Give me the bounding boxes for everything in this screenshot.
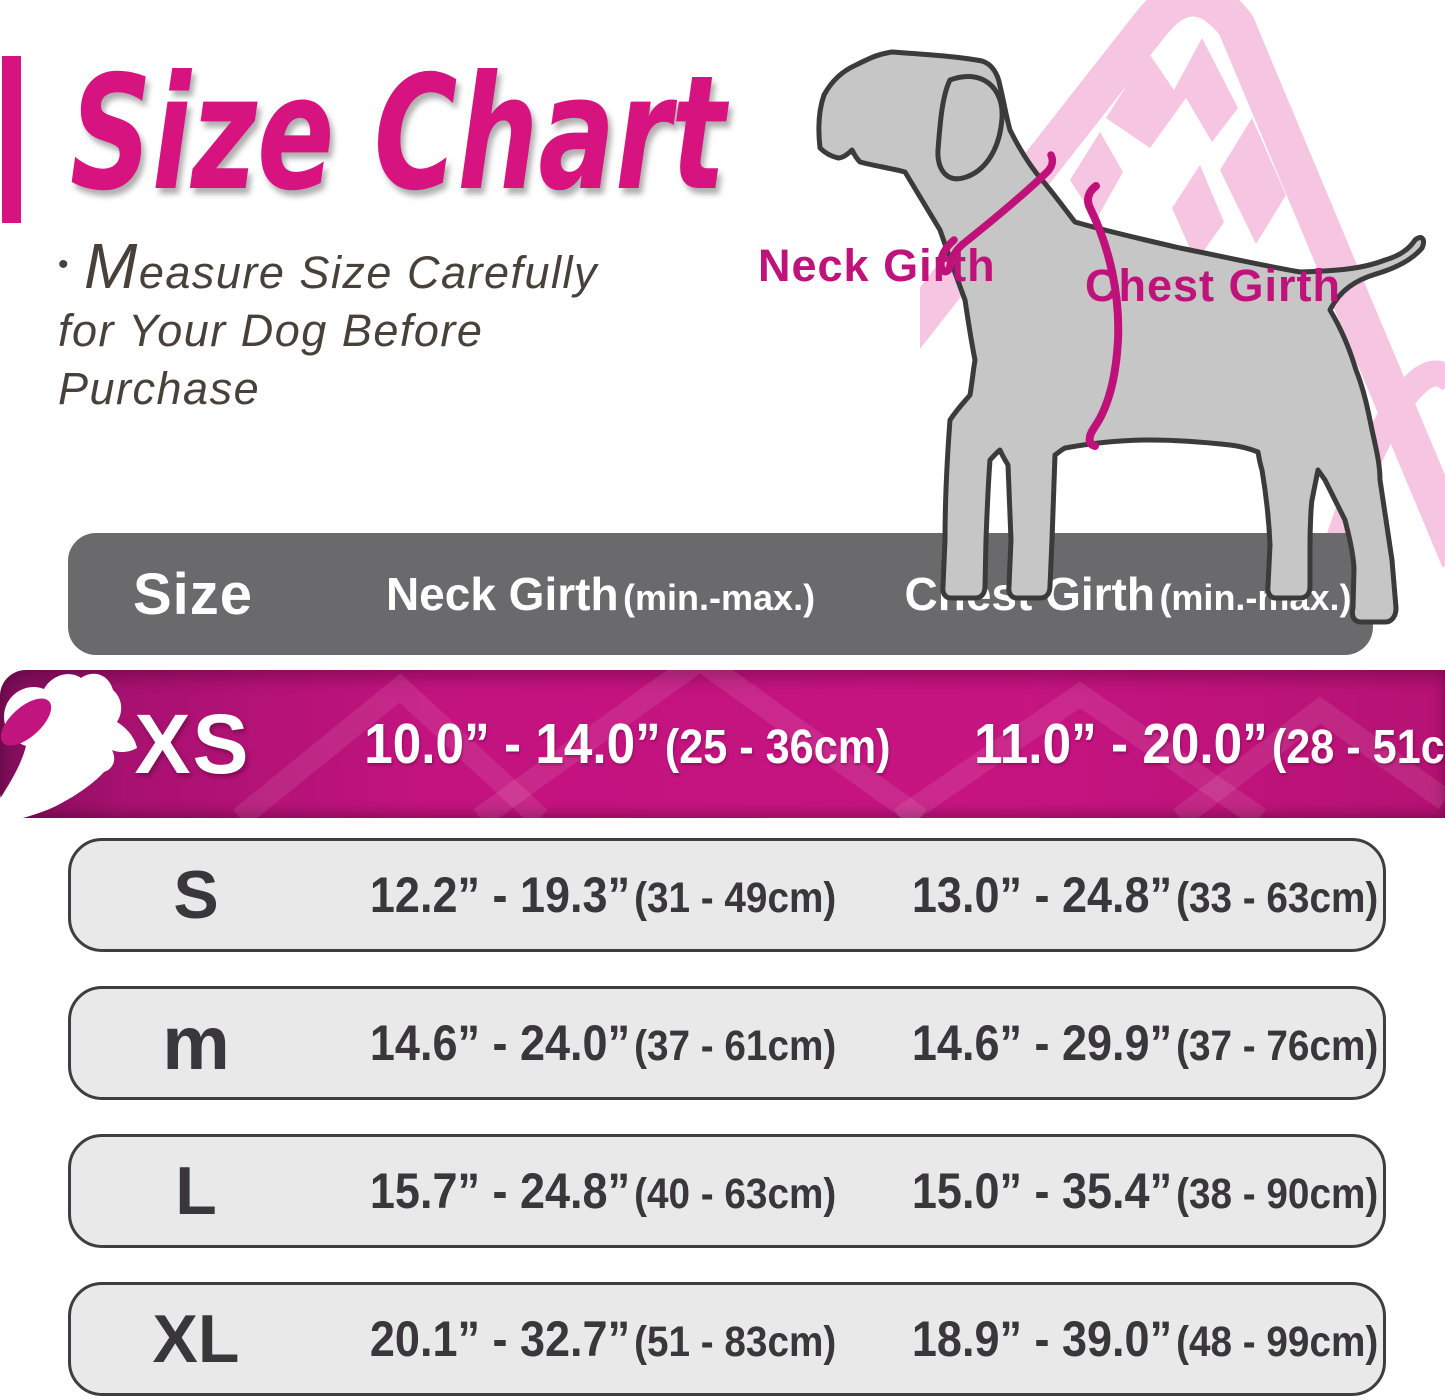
table-row-xs: XS 10.0” - 14.0” (25 - 36cm) 11.0” - 20.… bbox=[0, 670, 1445, 824]
mountain-snow-patch bbox=[1070, 132, 1123, 220]
row-l-neck-value: 15.7” - 24.8” (40 - 63cm) bbox=[370, 1163, 837, 1219]
title-accent-bar bbox=[2, 56, 21, 223]
mountain-snow-patch bbox=[1172, 165, 1224, 262]
row-s-size: S bbox=[173, 857, 219, 933]
dog-ear bbox=[935, 73, 1005, 182]
measure-note: • Measure Size Carefully for Your Dog Bef… bbox=[58, 234, 698, 418]
table-row-m: m 14.6” - 24.0” (37 - 61cm) 14.6” - 29.9… bbox=[68, 986, 1386, 1100]
bullet-dot: • bbox=[58, 248, 71, 281]
mountain-snow-zigzag bbox=[1106, 38, 1238, 148]
row-l-chest-value: 15.0” - 35.4” (38 - 90cm) bbox=[911, 1163, 1379, 1219]
row-xs-chest-value: 11.0” - 20.0” (28 - 51cm) bbox=[974, 712, 1445, 776]
dog-illustration bbox=[816, 49, 1427, 625]
row-s-chest-value: 13.0” - 24.8” (33 - 63cm) bbox=[911, 867, 1379, 923]
table-row-s: S 12.2” - 19.3” (31 - 49cm) 13.0” - 24.8… bbox=[68, 838, 1386, 952]
row-m-neck-value: 14.6” - 24.0” (37 - 61cm) bbox=[370, 1015, 837, 1071]
note-drop-cap: M bbox=[84, 230, 139, 302]
neck-girth-label: Neck Girth bbox=[758, 240, 996, 291]
page-title: Size Chart bbox=[70, 42, 726, 226]
table-row-l: L 15.7” - 24.8” (40 - 63cm) 15.0” - 35.4… bbox=[68, 1134, 1386, 1248]
mountain-snow-patch bbox=[1220, 118, 1286, 244]
row-xl-chest-value: 18.9” - 39.0” (48 - 99cm) bbox=[911, 1311, 1379, 1367]
row-xl-neck-value: 20.1” - 32.7” (51 - 83cm) bbox=[370, 1311, 837, 1367]
measure-note-line1: • Measure Size Carefully bbox=[58, 234, 698, 302]
table-header: Size Neck Girth (min.-max.) Chest Girth … bbox=[68, 533, 1373, 655]
row-xl-size: XL bbox=[152, 1301, 240, 1377]
row-m-size: m bbox=[162, 1000, 230, 1086]
row-xs-size: XS bbox=[134, 696, 251, 791]
measure-note-line3: Purchase bbox=[58, 363, 261, 415]
header-size: Size bbox=[132, 561, 254, 627]
row-s-neck-value: 12.2” - 19.3” (31 - 49cm) bbox=[370, 867, 837, 923]
neck-girth-line bbox=[937, 151, 1057, 276]
measure-note-line2: for Your Dog Before bbox=[58, 305, 484, 357]
note-line1-text: easure Size Carefully bbox=[138, 247, 599, 298]
row-xs-neck-value: 10.0” - 14.0” (25 - 36cm) bbox=[364, 712, 891, 776]
row-l-size: L bbox=[175, 1153, 217, 1229]
chest-girth-label: Chest Girth bbox=[1085, 260, 1342, 311]
header-neck-girth: Neck Girth (min.-max.) bbox=[385, 568, 816, 620]
row-m-chest-value: 14.6” - 29.9” (37 - 76cm) bbox=[911, 1015, 1379, 1071]
chest-girth-line bbox=[1084, 182, 1123, 450]
table-row-xl: XL 20.1” - 32.7” (51 - 83cm) 18.9” - 39.… bbox=[68, 1282, 1386, 1396]
dog-head-ear bbox=[0, 698, 52, 746]
mountain-right-ridge bbox=[1307, 360, 1445, 600]
